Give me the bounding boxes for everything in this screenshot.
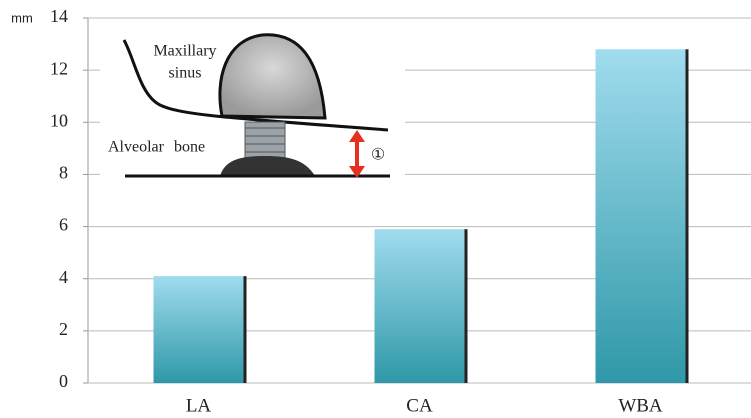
inset: Maxillary sinus Alveolar bone ① [100,28,405,183]
x-tick-label: WBA [618,395,663,416]
x-tick-label: CA [406,395,433,416]
bar [154,276,244,383]
bar-shadow [465,229,468,383]
x-tick-label: LA [186,395,212,416]
y-tick-label: 12 [50,58,68,78]
inset-label: Maxillary [153,43,216,60]
bar [375,229,465,383]
y-tick-label: 14 [50,6,68,26]
y-tick-label: 4 [59,267,68,287]
y-tick-label: 2 [59,319,68,339]
inset-label: sinus [169,65,202,82]
bar-shadow [244,276,247,383]
bar [596,49,686,383]
inset-marker: ① [371,147,385,164]
bar-shadow [686,49,689,383]
implant [245,122,285,158]
y-tick-label: 8 [59,163,68,183]
inset-label: Alveolar bone [108,139,205,156]
y-unit: mm [11,10,33,25]
y-tick-label: 6 [59,215,68,235]
y-tick-label: 0 [59,371,68,391]
y-tick-label: 10 [50,110,68,130]
chart: Maxillary sinus Alveolar bone ① mm 0 2 4 6 8… [0,0,751,418]
